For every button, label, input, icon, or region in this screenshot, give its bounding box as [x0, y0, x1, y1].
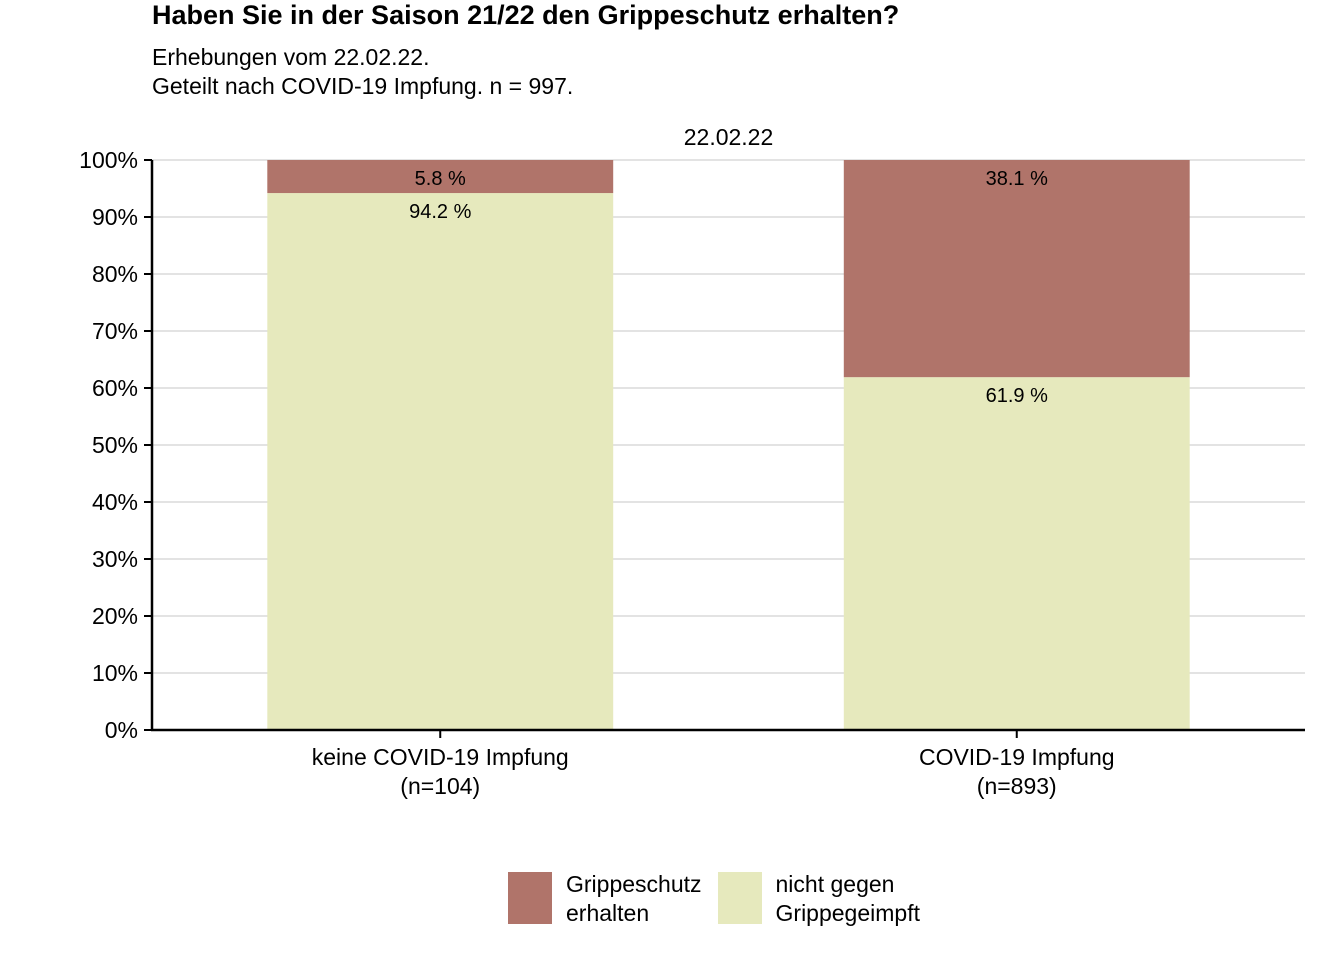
legend: Grippeschutz erhalten nicht gegen Grippe…: [508, 870, 920, 928]
y-tick-label: 80%: [92, 261, 138, 287]
chart-subtitle-line-2: Geteilt nach COVID-19 Impfung. n = 997.: [152, 73, 574, 99]
x-tick-label: keine COVID-19 Impfung: [312, 744, 569, 770]
y-tick-label: 90%: [92, 204, 138, 230]
y-tick-label: 20%: [92, 603, 138, 629]
bar-segment: [267, 193, 614, 730]
x-tick-label: COVID-19 Impfung: [919, 744, 1115, 770]
y-tick-label: 50%: [92, 432, 138, 458]
bar-segment: [843, 160, 1190, 378]
y-tick-label: 100%: [79, 147, 138, 173]
chart-subtitle-line-1: Erhebungen vom 22.02.22.: [152, 44, 430, 70]
x-tick-label: (n=893): [977, 773, 1057, 799]
stacked-bar-chart: 22.02.22 0% 10% 20% 30% 40% 50% 60% 70% 80% 90% 100…: [79, 124, 1305, 799]
chart-title: Haben Sie in der Saison 21/22 den Grippe…: [152, 0, 900, 30]
y-tick-label: 10%: [92, 660, 138, 686]
y-tick-label: 30%: [92, 546, 138, 572]
legend-label-line: erhalten: [566, 900, 650, 926]
y-tick-label: 70%: [92, 318, 138, 344]
legend-swatch-nicht-gegen-grippegeimpft: [717, 872, 762, 924]
y-tick-label: 0%: [105, 717, 138, 743]
legend-label-line: Grippegeimpft: [775, 900, 920, 926]
x-tick-label: (n=104): [400, 773, 480, 799]
legend-label-grippeschutz-erhalten: Grippeschutz erhalten: [566, 870, 702, 928]
bar-segment: [843, 377, 1190, 730]
legend-label-line: Grippeschutz: [566, 871, 702, 897]
y-tick-label: 40%: [92, 489, 138, 515]
data-label: 61.9 %: [986, 385, 1048, 407]
y-tick-label: 60%: [92, 375, 138, 401]
data-label: 94.2 %: [409, 201, 471, 223]
legend-item-grippeschutz-erhalten: Grippeschutz erhalten: [508, 870, 702, 928]
data-label: 38.1 %: [986, 168, 1048, 190]
bar-segment: [267, 160, 614, 194]
legend-label-line: nicht gegen: [775, 871, 895, 897]
facet-label: 22.02.22: [684, 124, 774, 150]
legend-item-nicht-gegen-grippegeimpft: nicht gegen Grippegeimpft: [717, 870, 920, 928]
legend-label-nicht-gegen-grippegeimpft: nicht gegen Grippegeimpft: [776, 870, 920, 928]
data-label: 5.8 %: [415, 168, 466, 190]
legend-swatch-grippeschutz-erhalten: [508, 872, 552, 924]
